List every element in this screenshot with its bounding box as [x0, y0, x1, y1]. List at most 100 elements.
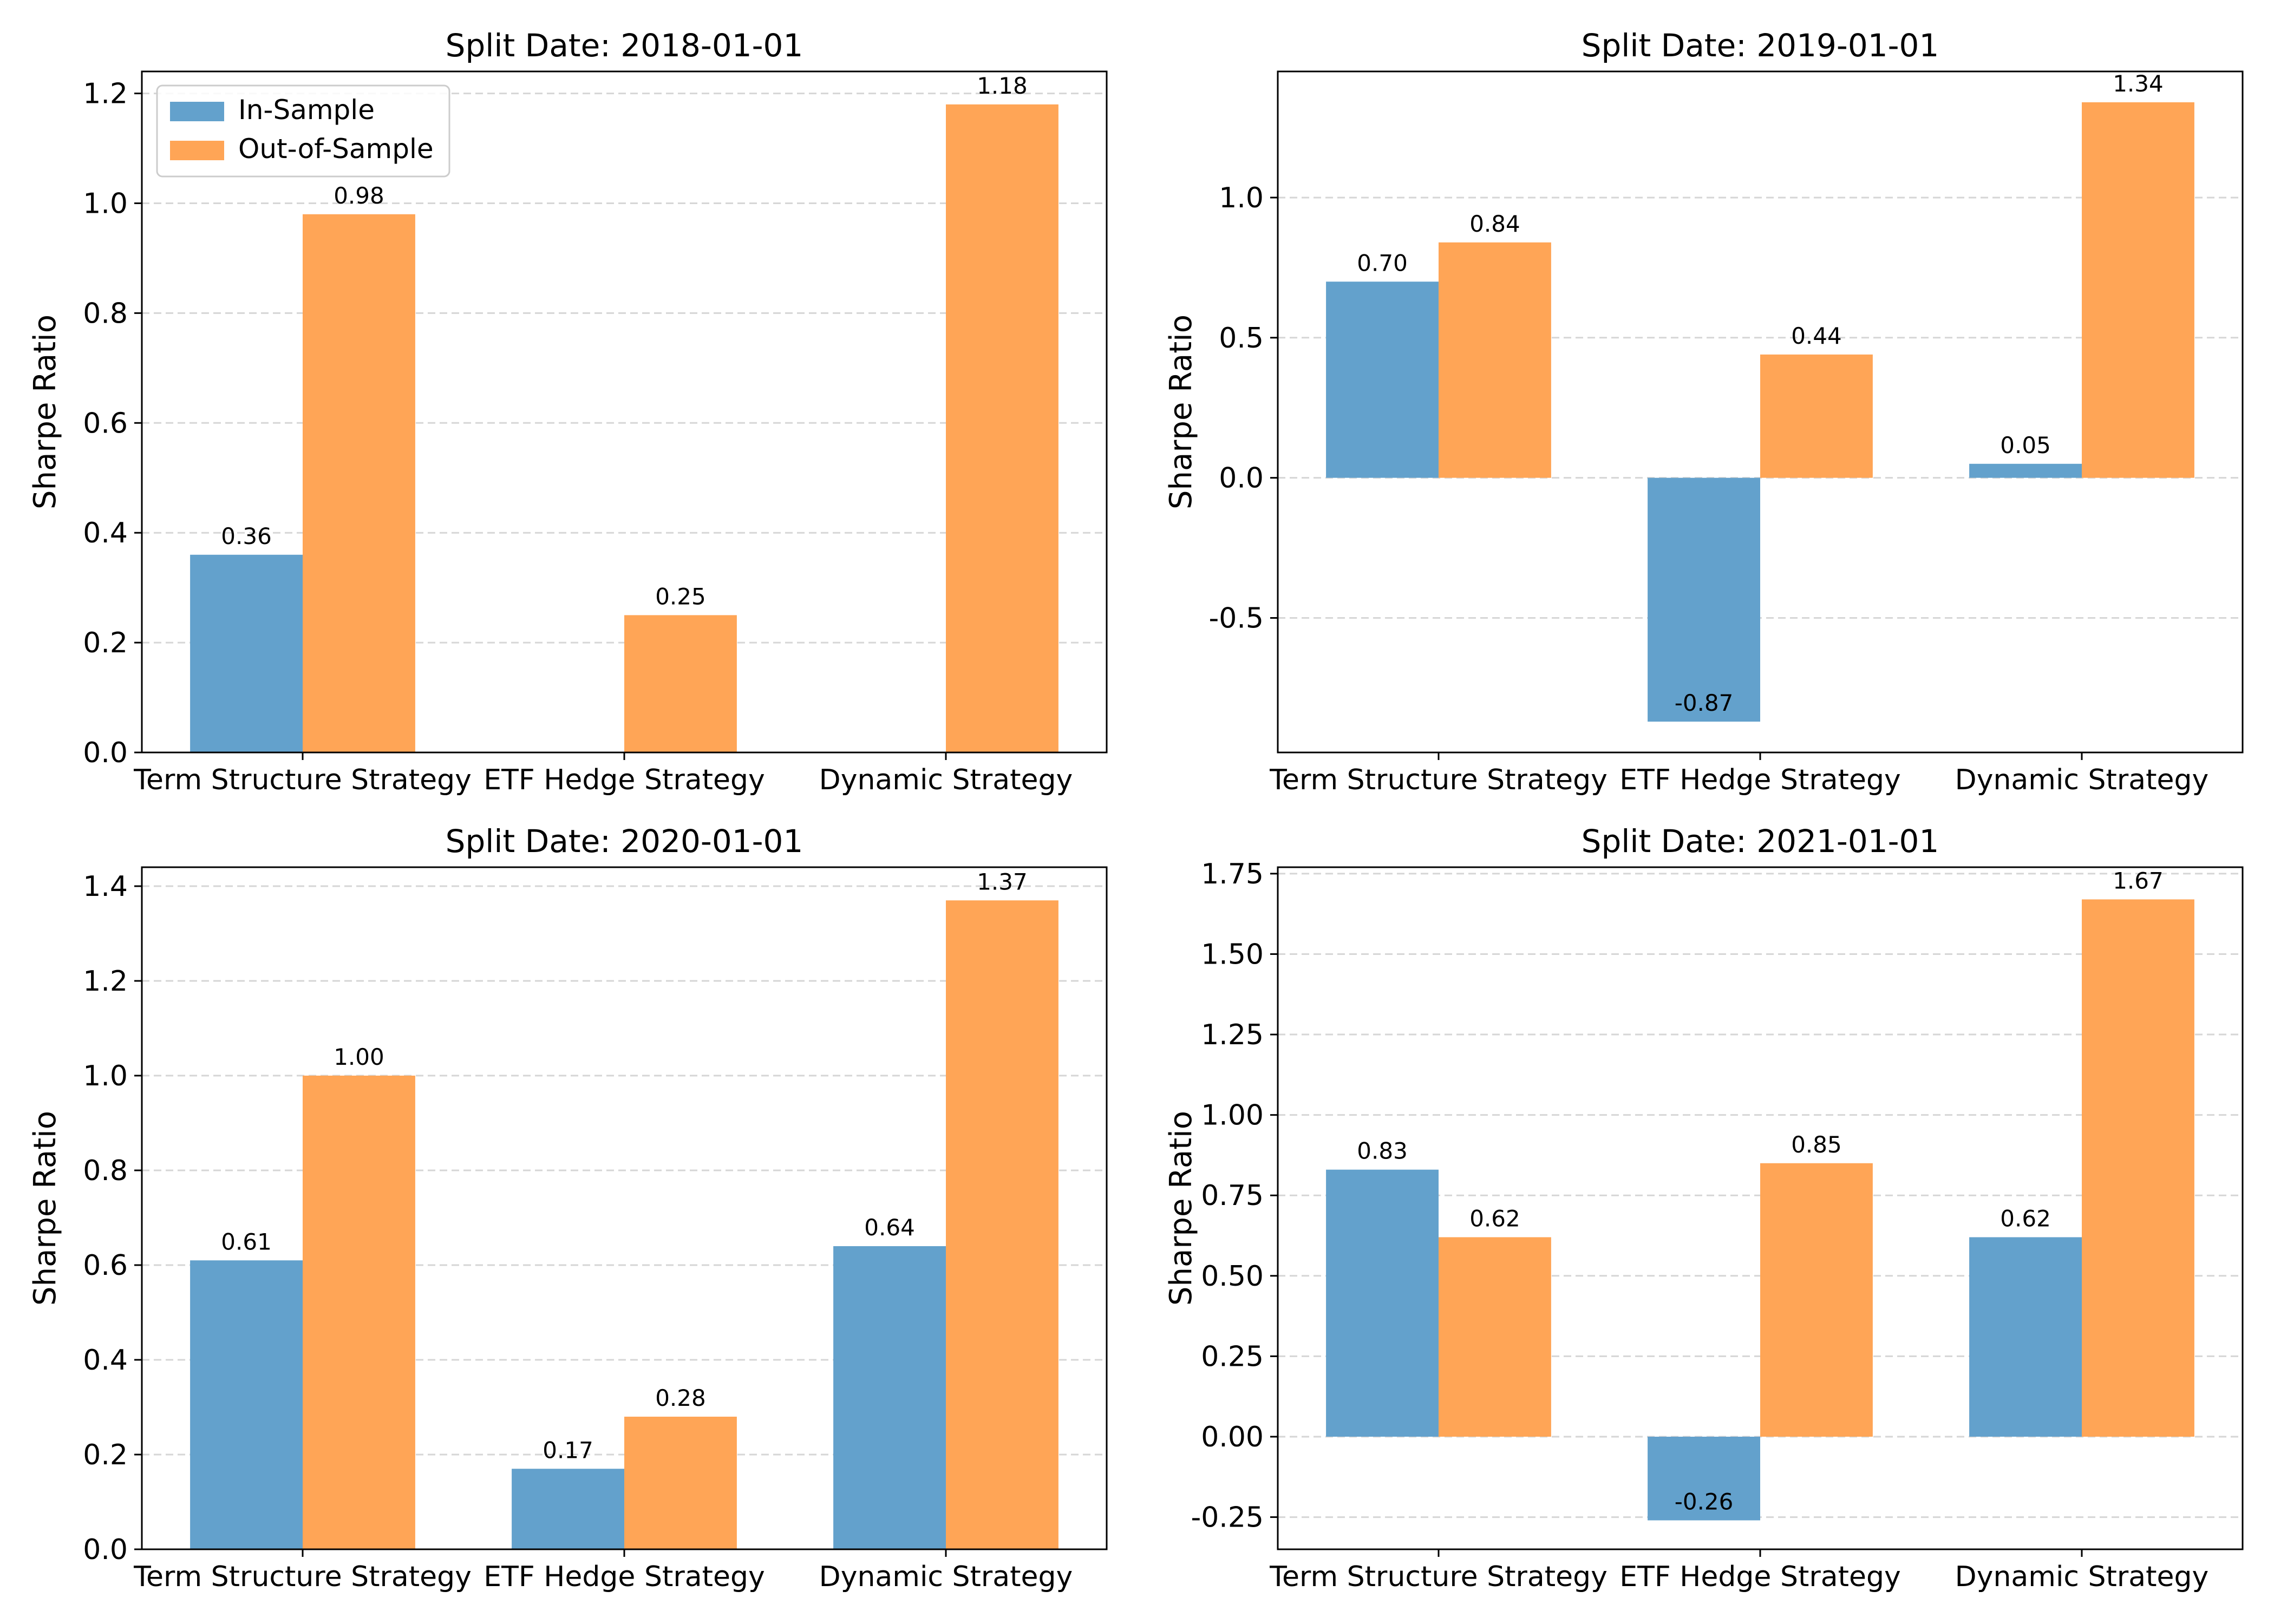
bar-out-of-sample [1760, 354, 1873, 478]
bar-value-label: 1.34 [2113, 70, 2164, 97]
y-tick-label: 1.0 [83, 1060, 128, 1092]
x-tick-label: ETF Hedge Strategy [483, 764, 765, 796]
bar-value-label: 0.62 [2000, 1205, 2051, 1232]
bar-value-label: -0.87 [1675, 690, 1734, 716]
y-axis-title: Sharpe Ratio [28, 1111, 63, 1306]
bar-out-of-sample [624, 1417, 737, 1549]
y-axis-title: Sharpe Ratio [1164, 1111, 1199, 1306]
bar-value-label: 0.61 [221, 1228, 272, 1255]
y-tick-label: -0.5 [1209, 603, 1264, 635]
bar-in-sample [1326, 281, 1439, 478]
x-tick-label: Term Structure Strategy [1269, 764, 1608, 796]
bar-in-sample [512, 1469, 624, 1549]
y-tick-label: 1.75 [1201, 858, 1264, 890]
y-tick-label: 0.5 [1219, 322, 1264, 355]
x-tick-label: Term Structure Strategy [133, 764, 472, 796]
chart-panel-1: 0.36 0.98 0.25 1.18 0.0 0.2 0.4 0.6 0.8 1.0 1.2 Ter… [28, 27, 1108, 796]
bar-value-label: -0.26 [1675, 1489, 1734, 1515]
y-tick-label: 0.6 [83, 407, 128, 440]
y-tick-label: 0.00 [1201, 1421, 1264, 1453]
bar-value-label: 0.70 [1357, 250, 1408, 276]
bar-value-label: 0.05 [2000, 432, 2051, 459]
x-tick-label: ETF Hedge Strategy [1619, 1561, 1901, 1593]
bar-in-sample [1648, 477, 1760, 722]
x-tick-label: Dynamic Strategy [1955, 1561, 2209, 1593]
bar-value-label: 0.36 [221, 523, 272, 549]
bar-value-label: 0.28 [655, 1385, 706, 1411]
bar-out-of-sample [303, 1076, 415, 1549]
y-tick-label: 0.75 [1201, 1180, 1264, 1212]
y-tick-label: 1.00 [1201, 1099, 1264, 1132]
bar-value-label: 0.25 [655, 583, 706, 610]
y-tick-label: 1.0 [1219, 182, 1264, 214]
y-tick-label: 0.4 [83, 517, 128, 549]
bar-value-label: 1.18 [977, 73, 1028, 99]
chart-panel-2: 0.70 -0.87 0.05 0.84 0.44 1.34 -0.5 0.0 0.5 1.0 Te… [1164, 27, 2244, 796]
y-tick-label: 0.8 [83, 297, 128, 330]
panel-title: Split Date: 2020-01-01 [446, 823, 803, 860]
bar-out-of-sample [946, 900, 1058, 1549]
y-tick-label: 0.6 [83, 1249, 128, 1282]
y-tick-label: 0.25 [1201, 1340, 1264, 1373]
bar-value-label: 1.00 [334, 1044, 384, 1070]
legend-label: In-Sample [238, 94, 375, 126]
x-tick-label: ETF Hedge Strategy [1619, 764, 1901, 796]
y-tick-label: 1.0 [83, 187, 128, 220]
y-tick-label: 0.0 [1219, 462, 1264, 495]
x-tick-label: Dynamic Strategy [1955, 764, 2209, 796]
legend: In-Sample Out-of-Sample [156, 84, 450, 178]
x-tick-label: ETF Hedge Strategy [483, 1561, 765, 1593]
bar-value-label: 0.83 [1357, 1138, 1408, 1164]
bar-value-label: 1.37 [977, 868, 1028, 895]
y-tick-label: 0.2 [83, 1439, 128, 1471]
legend-box [156, 84, 450, 178]
bar-in-sample [1969, 463, 2082, 478]
bar-out-of-sample [2082, 102, 2194, 478]
bar-value-label: 1.67 [2113, 867, 2164, 894]
bar-out-of-sample [303, 214, 415, 753]
y-tick-label: 1.2 [83, 965, 128, 998]
bar-out-of-sample [946, 104, 1058, 752]
bar-value-label: 0.62 [1469, 1205, 1520, 1232]
y-tick-label: 1.4 [83, 870, 128, 903]
y-tick-label: 0.4 [83, 1344, 128, 1377]
y-axis-title: Sharpe Ratio [1164, 315, 1199, 509]
x-tick-label: Dynamic Strategy [819, 764, 1073, 796]
y-tick-label: 0.50 [1201, 1260, 1264, 1293]
bar-out-of-sample [1439, 242, 1551, 478]
bar-value-label: 0.44 [1791, 323, 1842, 349]
bar-in-sample [1969, 1237, 2082, 1437]
bar-out-of-sample [624, 615, 737, 752]
bar-out-of-sample [2082, 899, 2194, 1437]
chart-panel-4: 0.83 -0.26 0.62 0.62 0.85 1.67 -0.25 0.00 0.25 0.… [1164, 823, 2244, 1593]
y-tick-label: 0.0 [83, 737, 128, 769]
bar-in-sample [1648, 1436, 1760, 1521]
y-tick-label: 1.50 [1201, 938, 1264, 971]
panel-title: Split Date: 2021-01-01 [1582, 823, 1939, 860]
bar-in-sample [190, 1260, 303, 1549]
bar-in-sample [833, 1246, 946, 1549]
y-tick-label: 1.2 [83, 78, 128, 110]
y-tick-label: 0.0 [83, 1534, 128, 1566]
bar-in-sample [190, 554, 303, 752]
x-tick-label: Term Structure Strategy [1269, 1561, 1608, 1593]
legend-label: Out-of-Sample [238, 133, 434, 165]
y-tick-label: -0.25 [1191, 1502, 1264, 1534]
panel-title: Split Date: 2019-01-01 [1582, 27, 1939, 64]
bar-value-label: 0.84 [1469, 211, 1520, 237]
panel-title: Split Date: 2018-01-01 [446, 27, 803, 64]
bar-value-label: 0.64 [864, 1214, 915, 1241]
bar-value-label: 0.17 [543, 1437, 593, 1463]
x-tick-label: Dynamic Strategy [819, 1561, 1073, 1593]
bar-value-label: 0.98 [334, 182, 384, 209]
bar-in-sample [1326, 1169, 1439, 1437]
y-tick-label: 0.8 [83, 1155, 128, 1187]
bar-value-label: 0.85 [1791, 1131, 1842, 1158]
bar-out-of-sample [1439, 1237, 1551, 1437]
chart-panel-3: 0.61 0.17 0.64 1.00 0.28 1.37 0.0 0.2 0.4 0.6 0.8 1… [28, 823, 1108, 1593]
y-tick-label: 1.25 [1201, 1019, 1264, 1051]
legend-swatch [170, 102, 224, 121]
x-tick-label: Term Structure Strategy [133, 1561, 472, 1593]
legend-swatch [170, 141, 224, 160]
